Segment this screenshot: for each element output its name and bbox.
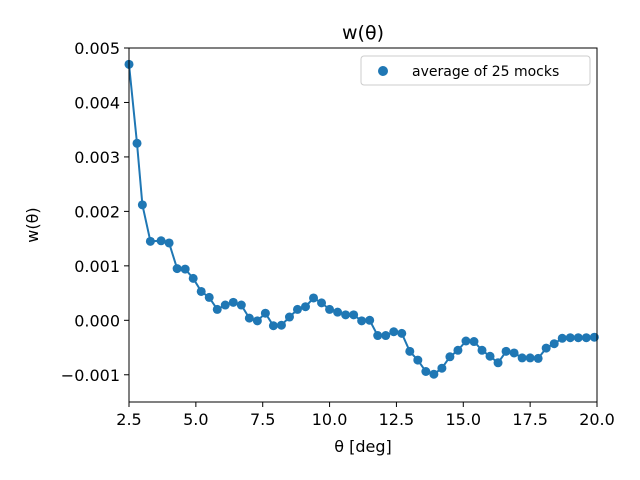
chart-title: w(θ) — [342, 22, 384, 44]
data-point — [461, 336, 471, 346]
y-tick-label: 0.002 — [74, 202, 120, 221]
data-point — [453, 345, 463, 355]
data-point — [276, 320, 286, 330]
data-point — [244, 313, 254, 323]
data-point — [429, 369, 439, 379]
data-point — [317, 298, 327, 308]
data-point — [469, 337, 479, 347]
data-point — [493, 358, 503, 368]
data-point — [292, 304, 302, 314]
data-point — [172, 264, 182, 274]
data-point — [301, 302, 311, 312]
data-point — [557, 333, 567, 343]
x-tick-label: 2.5 — [116, 410, 141, 429]
x-tick-label: 7.5 — [250, 410, 275, 429]
plot-area — [129, 48, 597, 402]
data-point — [260, 308, 270, 318]
x-tick-label: 5.0 — [183, 410, 208, 429]
x-axis: 2.5 5.0 7.5 10.0 12.5 15.0 17.5 20.0 — [116, 402, 615, 429]
data-point — [525, 353, 535, 363]
data-point — [541, 343, 551, 353]
data-point — [228, 297, 238, 307]
data-point — [421, 367, 431, 377]
data-point — [212, 304, 222, 314]
data-point — [333, 307, 343, 317]
data-point — [180, 264, 190, 274]
x-tick-label: 12.5 — [379, 410, 415, 429]
data-point — [389, 327, 399, 337]
data-point — [145, 236, 155, 246]
y-axis: −0.001 0.000 0.001 0.002 0.003 0.004 0.005 — [61, 39, 129, 385]
data-point — [357, 316, 367, 326]
y-tick-label: 0.005 — [74, 39, 120, 58]
data-point — [220, 300, 230, 310]
data-point — [477, 345, 487, 355]
data-layer — [124, 59, 599, 379]
data-point — [204, 292, 214, 302]
data-point — [437, 363, 447, 373]
data-point — [509, 348, 519, 358]
data-point — [581, 333, 591, 343]
data-point — [284, 312, 294, 322]
data-point — [156, 236, 166, 246]
y-tick-label: 0.003 — [74, 148, 120, 167]
data-point — [517, 353, 527, 363]
legend: average of 25 mocks — [360, 55, 591, 86]
data-point — [413, 355, 423, 365]
data-point — [137, 200, 147, 210]
data-point — [252, 316, 262, 326]
data-point — [341, 310, 351, 320]
data-point — [349, 310, 359, 320]
data-point — [365, 315, 375, 325]
data-point — [501, 346, 511, 356]
data-point — [164, 238, 174, 248]
y-tick-label: 0.000 — [74, 311, 120, 330]
legend-frame — [360, 55, 591, 86]
data-point — [397, 328, 407, 338]
legend-marker — [378, 66, 388, 76]
data-point — [485, 351, 495, 361]
y-tick-label: 0.001 — [74, 257, 120, 276]
data-point — [573, 333, 583, 343]
y-tick-label: −0.001 — [61, 366, 120, 385]
plot-frame — [128, 47, 598, 403]
x-axis-label: θ [deg] — [334, 437, 392, 456]
legend-label: average of 25 mocks — [412, 64, 559, 80]
x-tick-label: 10.0 — [312, 410, 348, 429]
y-tick-label: 0.004 — [74, 93, 120, 112]
data-point — [268, 321, 278, 331]
data-point — [309, 293, 319, 303]
x-tick-label: 17.5 — [512, 410, 548, 429]
x-tick-label: 15.0 — [445, 410, 481, 429]
data-point — [373, 331, 383, 341]
data-point — [549, 339, 559, 349]
data-point — [565, 333, 575, 343]
y-axis-label: w(θ) — [23, 207, 42, 242]
data-point — [445, 352, 455, 362]
data-point — [132, 138, 142, 148]
data-point — [236, 300, 246, 310]
data-point — [405, 346, 415, 356]
data-point — [325, 304, 335, 314]
data-point — [188, 273, 198, 283]
data-point — [533, 353, 543, 363]
data-point — [381, 331, 391, 341]
x-tick-label: 20.0 — [579, 410, 615, 429]
data-point — [196, 286, 206, 296]
